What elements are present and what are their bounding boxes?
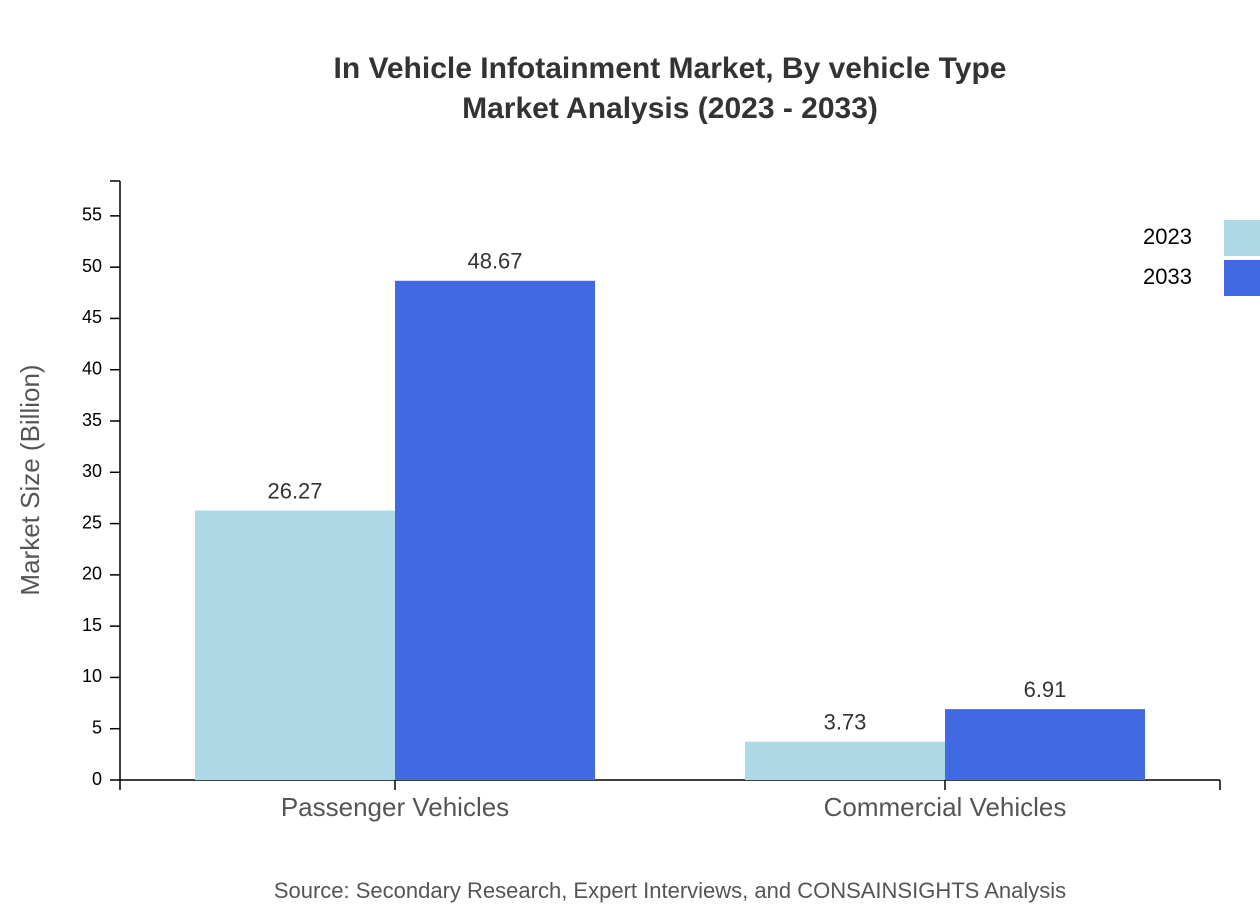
y-tick-label: 10 bbox=[82, 666, 102, 686]
bar bbox=[745, 741, 945, 780]
data-label: 48.67 bbox=[467, 249, 522, 274]
bar bbox=[195, 510, 395, 780]
y-tick-label: 55 bbox=[82, 205, 102, 225]
y-tick-label: 40 bbox=[82, 358, 102, 378]
y-tick-label: 35 bbox=[82, 410, 102, 430]
y-tick-label: 45 bbox=[82, 307, 102, 327]
source-note: Source: Secondary Research, Expert Inter… bbox=[274, 878, 1066, 903]
y-axis-label: Market Size (Billion) bbox=[15, 364, 45, 595]
x-tick-label: Passenger Vehicles bbox=[281, 792, 509, 822]
y-tick-label: 25 bbox=[82, 512, 102, 532]
bar bbox=[395, 280, 595, 780]
legend-label: 2033 bbox=[1143, 264, 1192, 289]
legend-label: 2023 bbox=[1143, 224, 1192, 249]
y-tick-label: 50 bbox=[82, 256, 102, 276]
y-tick-label: 5 bbox=[92, 717, 102, 737]
bar bbox=[945, 709, 1145, 780]
y-tick-label: 0 bbox=[92, 769, 102, 789]
data-label: 3.73 bbox=[824, 710, 867, 735]
y-tick-label: 20 bbox=[82, 564, 102, 584]
data-label: 6.91 bbox=[1024, 677, 1067, 702]
x-tick-label: Commercial Vehicles bbox=[824, 792, 1067, 822]
y-tick-label: 15 bbox=[82, 615, 102, 635]
chart-subtitle: Market Analysis (2023 - 2033) bbox=[462, 92, 878, 125]
legend-swatch bbox=[1224, 220, 1260, 256]
chart-title: In Vehicle Infotainment Market, By vehic… bbox=[334, 52, 1007, 85]
y-tick-label: 30 bbox=[82, 461, 102, 481]
data-label: 26.27 bbox=[267, 478, 322, 503]
legend-swatch bbox=[1224, 260, 1260, 296]
